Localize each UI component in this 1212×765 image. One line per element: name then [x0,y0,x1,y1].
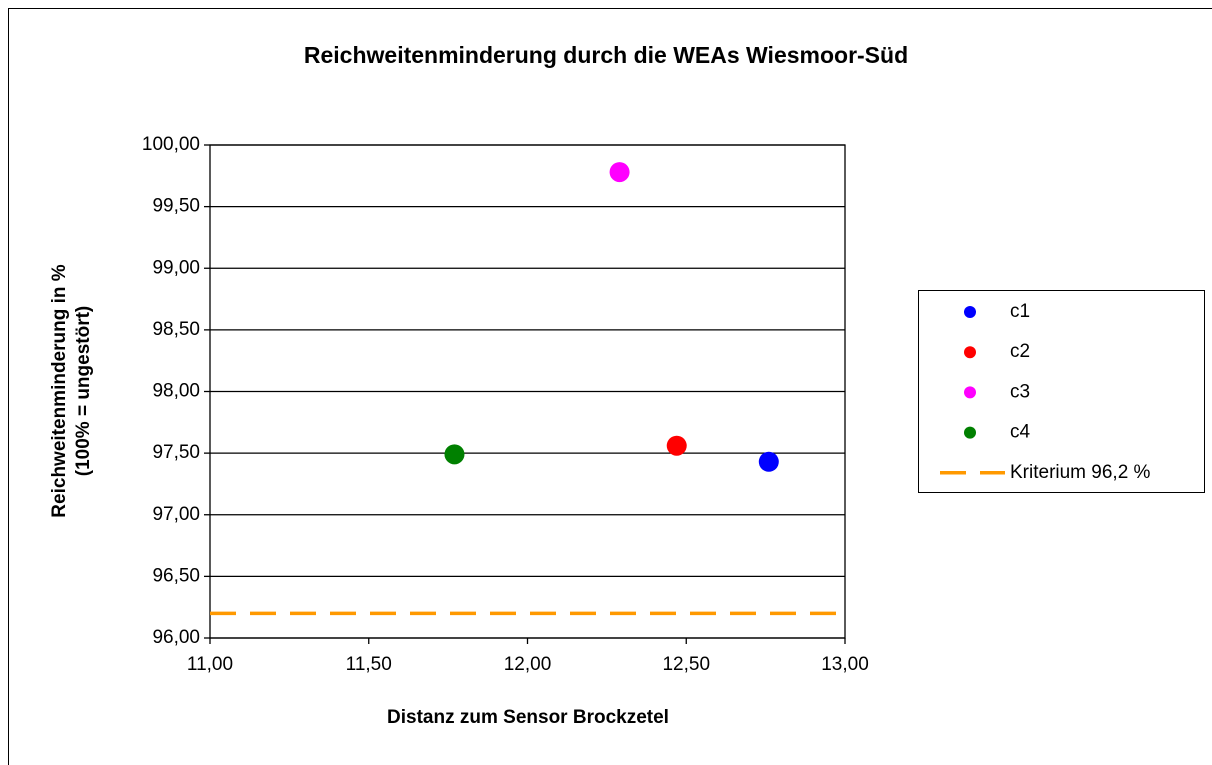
y-tick-label: 97,50 [152,442,200,463]
legend-label: c1 [1010,301,1030,322]
y-tick-label: 97,00 [152,504,200,525]
chart-frame [8,8,1212,765]
point [609,162,630,183]
legend-swatch [964,426,976,439]
x-tick-label: 12,00 [504,654,552,675]
y-tick-label: 99,00 [152,257,200,278]
legend-label: Kriterium 96,2 % [1010,462,1151,483]
y-tick-label: 98,00 [152,381,200,402]
point [758,451,779,472]
y-tick-label: 98,50 [152,319,200,340]
x-axis-label: Distanz zum Sensor Brockzetel [387,707,669,728]
y-tick-label: 96,00 [152,627,200,648]
point [666,435,687,456]
y-axis-label: (100% = ungestört) [73,306,94,477]
legend-label: c2 [1010,341,1030,362]
y-tick-label: 96,50 [152,565,200,586]
x-tick-label: 11,00 [187,654,233,675]
x-tick-label: 13,00 [821,654,869,675]
chart-title: Reichweitenminderung durch die WEAs Wies… [304,42,908,68]
y-axis-label: Reichweitenminderung in % [49,264,70,517]
point [444,444,465,465]
x-tick-label: 12,50 [662,654,710,675]
legend-swatch [964,306,976,318]
legend-swatch [964,386,976,399]
legend-label: c3 [1010,381,1030,402]
legend-label: c4 [1010,422,1031,443]
legend-swatch [964,346,976,359]
plot-area [209,144,846,639]
y-tick-label: 100,00 [142,134,200,155]
y-tick-label: 99,50 [152,196,200,217]
x-tick-label: 11,50 [346,654,392,675]
